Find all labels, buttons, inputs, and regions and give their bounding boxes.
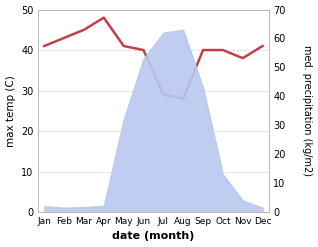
Y-axis label: max temp (C): max temp (C) bbox=[5, 75, 16, 147]
Y-axis label: med. precipitation (kg/m2): med. precipitation (kg/m2) bbox=[302, 45, 313, 176]
X-axis label: date (month): date (month) bbox=[112, 231, 195, 242]
